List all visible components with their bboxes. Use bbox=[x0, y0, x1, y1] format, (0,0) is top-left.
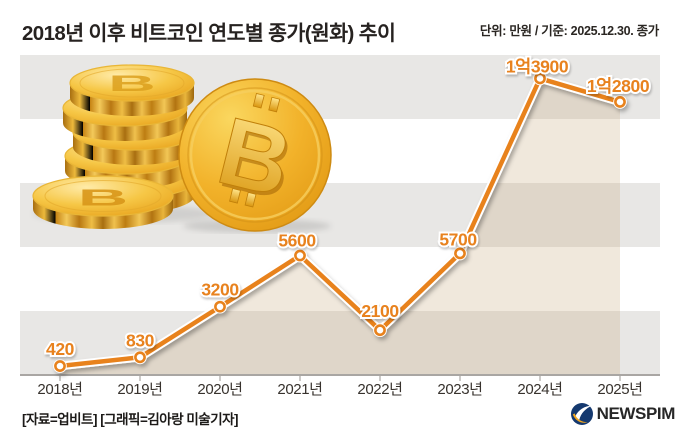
price-line bbox=[53, 71, 627, 373]
newspim-logo: NEWSPIM bbox=[570, 403, 676, 425]
x-axis-label: 2025년 bbox=[597, 381, 642, 398]
grid-band bbox=[20, 311, 660, 375]
data-point bbox=[54, 360, 66, 372]
bitcoin-coins-illustration: B B B B bbox=[32, 64, 332, 233]
flat-coin: B bbox=[32, 175, 174, 229]
x-axis-label: 2022년 bbox=[357, 381, 402, 398]
svg-text:B: B bbox=[78, 185, 129, 211]
newspim-logo-text: NEWSPIM bbox=[596, 404, 676, 423]
bitcoin-symbol-embossed: B bbox=[78, 185, 129, 211]
large-bitcoin-coin: B B bbox=[178, 78, 332, 232]
x-axis-label: 2024년 bbox=[517, 381, 562, 398]
source-note: [자료=업비트] [그래픽=김아랑 미술기자] bbox=[22, 412, 239, 427]
data-point bbox=[374, 324, 386, 337]
x-axis-label: 2019년 bbox=[117, 381, 162, 398]
data-point bbox=[614, 96, 626, 108]
data-point bbox=[534, 72, 546, 85]
x-axis-label: 2020년 bbox=[197, 381, 242, 398]
value-label: 1억3900 bbox=[506, 56, 569, 76]
x-axis-label: 2021년 bbox=[277, 381, 322, 398]
value-label: 2100 bbox=[361, 301, 399, 321]
x-axis-label: 2023년 bbox=[437, 381, 482, 398]
value-label: 5700 bbox=[439, 229, 477, 249]
grid-band bbox=[20, 247, 660, 311]
value-label: 1억2800 bbox=[587, 76, 650, 96]
data-point bbox=[454, 247, 466, 260]
data-point bbox=[214, 300, 226, 313]
data-point bbox=[134, 351, 146, 364]
data-point bbox=[294, 249, 306, 262]
x-axis-label: 2018년 bbox=[37, 381, 82, 398]
value-label: 830 bbox=[126, 330, 155, 350]
page-title: 2018년 이후 비트코인 연도별 종가(원화) 추이 bbox=[22, 22, 396, 45]
unit-note: 단위: 만원 / 기준: 2025.12.30. 종가 bbox=[479, 24, 659, 38]
value-label: 3200 bbox=[201, 280, 239, 300]
newspim-logo-icon bbox=[570, 403, 593, 425]
area-fill bbox=[60, 78, 620, 375]
value-label: 420 bbox=[46, 339, 75, 359]
svg-text:B: B bbox=[108, 71, 156, 96]
bitcoin-symbol-embossed: B bbox=[108, 71, 156, 96]
